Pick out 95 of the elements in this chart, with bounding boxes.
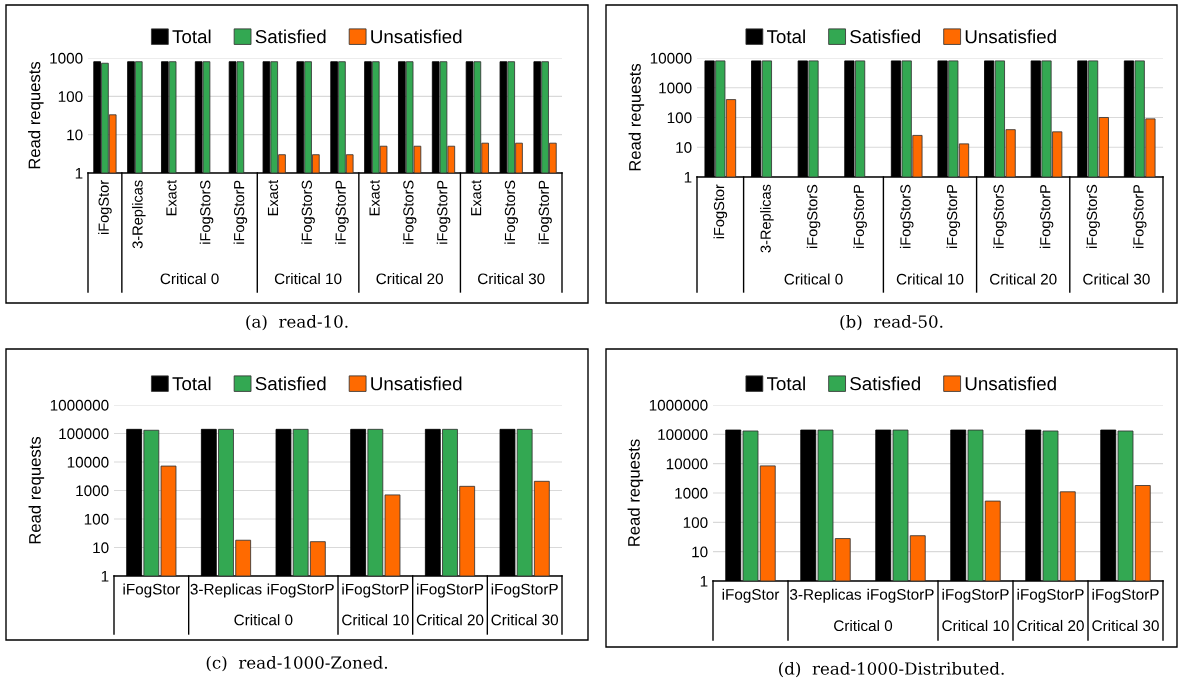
legend-label: Satisfied	[255, 376, 326, 391]
x-tick-label: iFogStorP	[942, 588, 1009, 603]
x-tick-label: iFogStorP	[1132, 184, 1147, 248]
y-tick-label: 10	[676, 142, 692, 153]
y-tick-label: 100	[84, 513, 109, 525]
y-tick-label: 100	[58, 91, 83, 103]
x-tick-label: Exact	[471, 180, 482, 216]
y-tick-label: 100	[667, 112, 692, 124]
x-tick-label: iFogStorP	[853, 184, 867, 248]
x-tick-label: 3-Replicas	[790, 588, 862, 603]
x-tick-label: Exact	[369, 180, 380, 216]
y-tick-label: 10	[692, 546, 708, 558]
y-tick-label: 1000	[76, 485, 109, 497]
text: Critical 10	[342, 614, 409, 626]
text: (a) read-10.	[246, 314, 348, 331]
x-tick-label: iFogStorS	[301, 180, 315, 244]
legend-label: Total	[766, 29, 805, 44]
x-tick-label: iFogStorS	[199, 180, 214, 244]
x-tick-label: iFogStorP	[436, 180, 451, 244]
x-tick-label: iFogStor	[722, 588, 780, 603]
legend-label: Unsatisfied	[965, 376, 1056, 391]
y-tick-label: 1000000	[649, 399, 708, 411]
x-tick-label: iFogStorP	[867, 588, 934, 603]
y-tick-label: 1000	[675, 487, 708, 499]
text: Critical 20	[376, 272, 444, 285]
text: Critical 20	[990, 273, 1057, 285]
x-tick-label: iFogStorP	[342, 583, 409, 598]
y-tick-label: 10000	[666, 458, 708, 470]
y-tick-label: 1000	[659, 82, 692, 94]
y-tick-label: 100000	[59, 428, 109, 440]
legend-label: Total	[766, 376, 805, 391]
x-tick-label: 3-Replicas	[190, 583, 262, 598]
legend-label: Unsatisfied	[371, 376, 462, 391]
legend-label: Total	[172, 376, 211, 391]
text: Critical 30	[478, 272, 545, 285]
x-tick-label: iFogStorP	[946, 184, 961, 248]
x-tick-label: iFogStorP	[233, 180, 248, 244]
x-tick-label: iFogStorP	[335, 180, 349, 244]
x-tick-label: iFogStor	[713, 184, 728, 239]
y-tick-label: 10000	[67, 456, 109, 468]
x-tick-label: iFogStorS	[402, 180, 417, 244]
y-tick-label: 1	[700, 576, 708, 587]
text: Critical 10	[896, 273, 964, 285]
y-tick-label: 100	[683, 517, 708, 529]
legend-label: Satisfied	[850, 29, 920, 44]
text: (c) read-1000-Zoned.	[206, 655, 388, 672]
x-tick-label: iFogStorP	[1017, 588, 1084, 603]
x-tick-label: iFogStorP	[538, 180, 552, 244]
legend-label: Unsatisfied	[965, 29, 1056, 44]
x-tick-label: iFogStorP	[417, 583, 484, 598]
x-tick-label: iFogStorP	[1039, 184, 1054, 248]
y-tick-label: 1000	[50, 52, 83, 64]
text: Critical 20	[1017, 619, 1084, 632]
y-tick-label: 1	[75, 168, 83, 179]
y-tick-label: 1	[684, 172, 692, 183]
x-tick-label: iFogStorP	[1092, 588, 1159, 603]
y-tick-label: 1000000	[50, 399, 109, 411]
x-tick-label: iFogStorS	[899, 184, 914, 248]
text: (b) read-50.	[840, 314, 943, 331]
x-tick-label: 3-Replicas	[760, 184, 774, 253]
legend-label: Unsatisfied	[371, 29, 462, 44]
x-tick-label: Exact	[166, 180, 177, 216]
y-tick-label: 10	[93, 542, 109, 554]
text: Critical 10	[942, 619, 1009, 632]
x-tick-label: iFogStorS	[993, 184, 1007, 248]
y-tick-label: 10000	[650, 52, 692, 64]
x-tick-label: iFogStorS	[806, 184, 821, 248]
text: Critical 0	[160, 272, 219, 285]
legend-label: Satisfied	[850, 376, 920, 391]
text: Critical 0	[834, 619, 893, 632]
x-tick-label: iFogStorP	[267, 583, 334, 598]
text: Critical 0	[784, 273, 843, 285]
text: Critical 30	[1092, 619, 1159, 632]
x-tick-label: iFogStorS	[1086, 184, 1100, 248]
text: Critical 20	[416, 614, 484, 626]
text: Critical 0	[234, 614, 293, 626]
x-tick-label: iFogStorS	[504, 180, 519, 244]
legend-label: Satisfied	[255, 29, 326, 44]
x-tick-label: iFogStor	[98, 180, 112, 235]
legend-label: Total	[172, 29, 211, 44]
x-tick-label: Exact	[267, 180, 279, 216]
text: (d) read-1000-Distributed.	[779, 661, 1004, 678]
text: Critical 10	[274, 272, 342, 285]
x-tick-label: 3-Replicas	[131, 180, 146, 249]
text: Critical 30	[1083, 273, 1150, 285]
y-axis-title: Read requests	[628, 63, 645, 171]
y-axis-title: Read requests	[627, 439, 644, 546]
text: Critical 30	[491, 614, 559, 626]
y-tick-label: 10	[67, 129, 83, 141]
x-tick-label: iFogStorP	[491, 583, 558, 598]
x-tick-label: iFogStor	[123, 583, 180, 598]
y-axis-title: Read requests	[28, 436, 45, 544]
y-axis-title: Read requests	[28, 61, 44, 169]
y-tick-label: 1	[101, 571, 109, 582]
y-tick-label: 100000	[658, 429, 708, 441]
